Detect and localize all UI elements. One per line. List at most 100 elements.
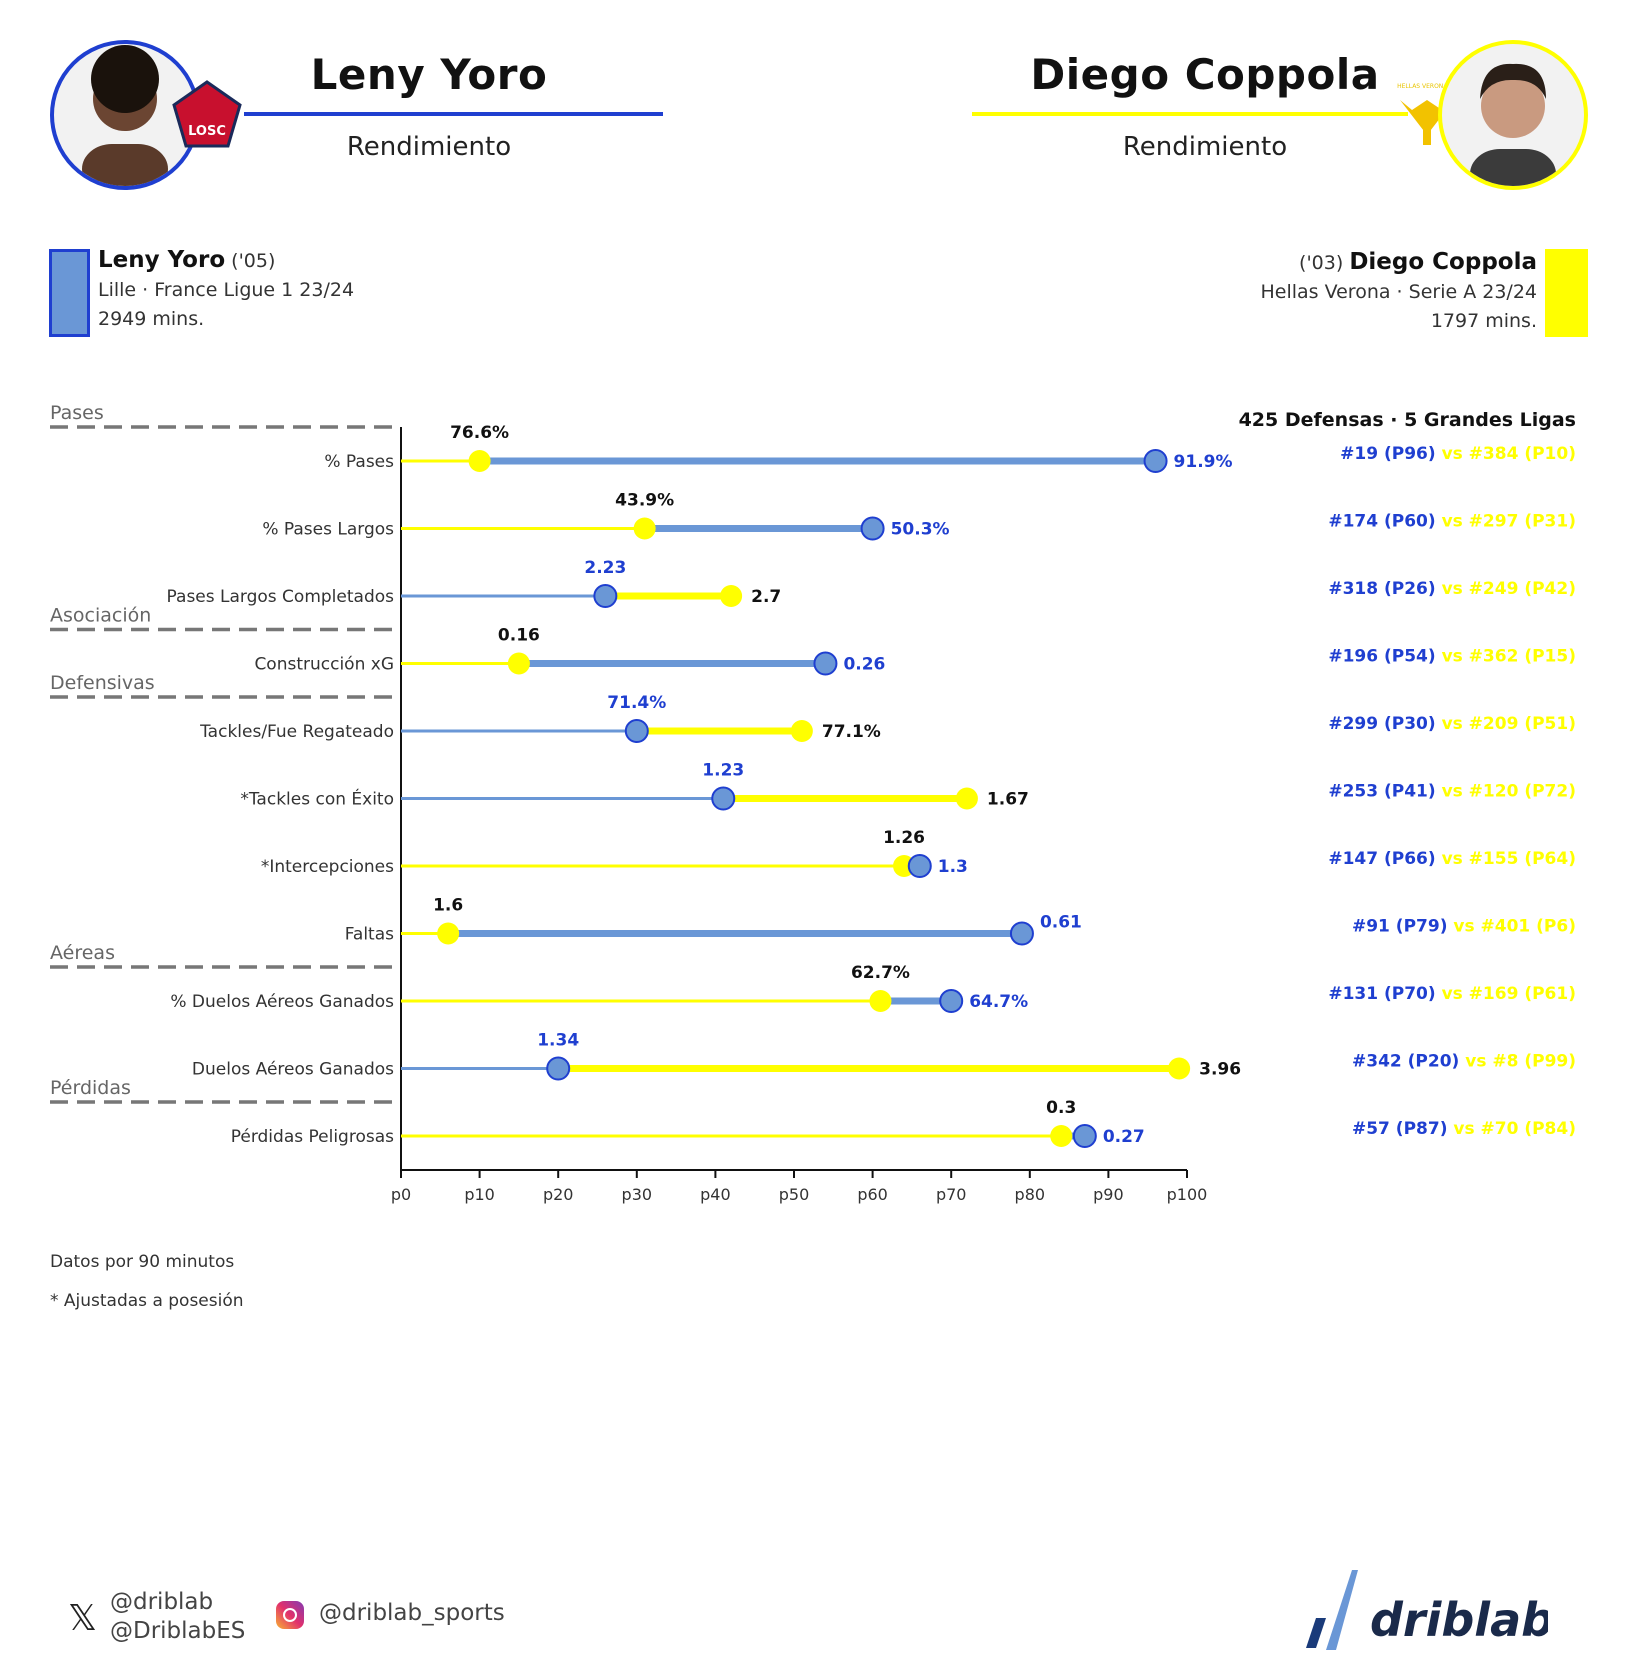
yoro-rank: #253 (P41) (1328, 782, 1441, 802)
yoro-rank: #318 (P26) (1328, 579, 1441, 599)
coppola-rank: vs #70 (P84) (1453, 1119, 1576, 1139)
yoro-info: Leny Yoro ('05) Lille · France Ligue 1 2… (98, 246, 354, 334)
player-silhouette-icon (1470, 63, 1556, 186)
yoro-rank: #91 (P79) (1352, 917, 1453, 937)
coppola-value-label: 43.9% (615, 491, 674, 511)
metric-label: % Pases (324, 452, 394, 472)
coppola-rank: vs #362 (P15) (1442, 647, 1576, 667)
coppola-info: ('03) Diego Coppola Hellas Verona · Seri… (1260, 248, 1537, 336)
coppola-rank: vs #155 (P64) (1442, 849, 1576, 869)
metric-label: Faltas (345, 925, 394, 945)
coppola-rank: vs #384 (P10) (1442, 444, 1576, 464)
coppola-dot (507, 652, 530, 675)
right-player-title: Diego Coppola (1030, 50, 1380, 99)
x-tick-label: p10 (464, 1185, 495, 1204)
ranking-comparison: #196 (P54) vs #362 (P15) (1328, 647, 1576, 667)
yoro-dot (813, 651, 838, 676)
instagram-icon (276, 1601, 304, 1629)
coppola-dot (437, 922, 460, 945)
metric-label: *Tackles con Éxito (240, 788, 394, 810)
left-title-rule (244, 112, 663, 116)
coppola-value-label: 2.7 (751, 587, 781, 607)
player-silhouette-icon (82, 45, 168, 186)
coppola-rank: vs #8 (P99) (1465, 1052, 1576, 1072)
coppola-rank: vs #169 (P61) (1442, 984, 1576, 1004)
right-title-rule (972, 112, 1408, 116)
section-label: Asociación (50, 605, 151, 627)
ranking-comparison: #57 (P87) vs #70 (P84) (1352, 1119, 1576, 1139)
coppola-dot (1050, 1125, 1073, 1147)
section-label: Pérdidas (50, 1077, 131, 1099)
yoro-value-label: 1.34 (537, 1031, 579, 1051)
coppola-dot (790, 720, 813, 742)
metric-label: Tackles/Fue Regateado (199, 722, 394, 742)
twitter-handles[interactable]: @driblab @DriblabES (110, 1588, 245, 1646)
yoro-dot (1009, 921, 1034, 946)
yoro-dot (546, 1056, 571, 1081)
yoro-color-swatch (49, 249, 90, 337)
x-tick-label: p40 (700, 1185, 731, 1204)
yoro-rank: #196 (P54) (1328, 647, 1441, 667)
x-tick-label: p70 (936, 1185, 967, 1204)
yoro-dot (593, 584, 618, 608)
yoro-rank: #131 (P70) (1328, 984, 1441, 1004)
coppola-color-swatch (1545, 249, 1588, 337)
driblab-logo: driblab (1298, 1568, 1554, 1653)
instagram-handle[interactable]: @driblab_sports (319, 1600, 505, 1626)
yoro-minutes: 2949 mins. (98, 308, 205, 330)
section-label: Pases (50, 402, 104, 424)
ranking-comparison: #253 (P41) vs #120 (P72) (1328, 782, 1576, 802)
ranking-comparison: #131 (P70) vs #169 (P61) (1328, 984, 1576, 1004)
coppola-year: ('03) (1299, 252, 1344, 274)
dumbbell-chart: 425 Defensas · 5 Grandes Ligas Pases Asoci… (50, 402, 1576, 1204)
ranking-comparison: #19 (P96) vs #384 (P10) (1340, 444, 1576, 464)
ranking-comparison: #299 (P30) vs #209 (P51) (1328, 714, 1576, 734)
coppola-value-label: 76.6% (450, 423, 509, 443)
yoro-rank: #147 (P66) (1328, 849, 1441, 869)
yoro-value-label: 64.7% (969, 992, 1028, 1012)
coppola-dot (1168, 1057, 1191, 1080)
coppola-value-label: 62.7% (851, 963, 910, 983)
yoro-rank: #57 (P87) (1352, 1119, 1453, 1139)
x-tick-label: p0 (391, 1185, 411, 1204)
yoro-year: ('05) (231, 250, 276, 272)
yoro-value-label: 1.23 (702, 761, 744, 781)
yoro-value-label: 0.26 (843, 655, 885, 675)
yoro-name: Leny Yoro (98, 247, 226, 273)
metric-label: Duelos Aéreos Ganados (192, 1060, 394, 1080)
metric-label: % Duelos Aéreos Ganados (170, 992, 394, 1012)
ranking-comparison: #342 (P20) vs #8 (P99) (1352, 1052, 1576, 1072)
ranking-comparison: #174 (P60) vs #297 (P31) (1328, 512, 1576, 532)
svg-text:HELLAS VERONA FC: HELLAS VERONA FC (1397, 83, 1457, 90)
twitter-handle-1[interactable]: @driblab (110, 1589, 214, 1615)
coppola-dot (720, 585, 743, 607)
yoro-team: Lille · France Ligue 1 23/24 (98, 279, 355, 301)
possession-note: * Ajustadas a posesión (50, 1291, 244, 1311)
yoro-dot (1143, 449, 1168, 473)
coppola-value-label: 1.67 (987, 790, 1029, 810)
yoro-value-label: 0.61 (1040, 913, 1082, 933)
coppola-photo (1438, 40, 1588, 190)
yoro-value-label: 2.23 (584, 558, 626, 578)
yoro-rank: #19 (P96) (1340, 444, 1441, 464)
yoro-rank: #174 (P60) (1328, 512, 1441, 532)
twitter-handle-2[interactable]: @DriblabES (110, 1618, 246, 1644)
coppola-dot (955, 787, 978, 810)
verona-badge: HELLAS VERONA FC (1392, 80, 1462, 150)
coppola-value-label: 1.26 (883, 828, 925, 848)
metric-label: Construcción xG (254, 655, 394, 675)
x-tick-label: p100 (1167, 1185, 1208, 1204)
section-label: Aéreas (50, 942, 115, 964)
coppola-rank: vs #297 (P31) (1442, 512, 1576, 532)
coppola-value-label: 0.3 (1046, 1098, 1076, 1118)
coppola-rank: vs #401 (P6) (1453, 917, 1576, 937)
yoro-dot (907, 854, 932, 878)
ranking-comparison: #147 (P66) vs #155 (P64) (1328, 849, 1576, 869)
left-subtitle: Rendimiento (346, 132, 512, 162)
coppola-minutes: 1797 mins. (1430, 310, 1537, 332)
ranking-header: 425 Defensas · 5 Grandes Ligas (1239, 409, 1576, 431)
yoro-dot (1072, 1124, 1097, 1148)
right-subtitle: Rendimiento (1122, 132, 1288, 162)
coppola-team: Hellas Verona · Serie A 23/24 (1260, 281, 1537, 303)
metric-label: *Intercepciones (261, 857, 394, 877)
